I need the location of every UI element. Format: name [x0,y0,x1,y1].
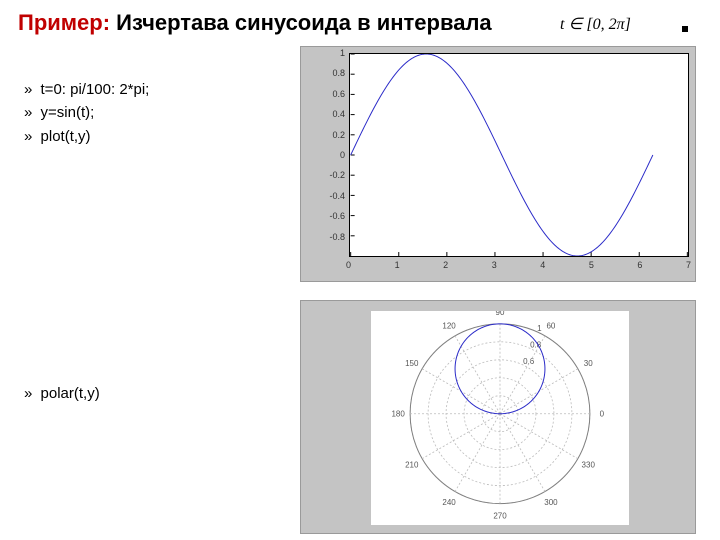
polar-angle-label: 30 [584,359,593,368]
x-tick-label: 2 [443,260,448,270]
polar-angle-label: 150 [405,359,419,368]
polar-angle-label: 180 [391,410,405,419]
code-text: t=0: pi/100: 2*pi; [41,81,150,98]
polar-r-label: 1 [537,324,542,333]
code-text: y=sin(t); [41,104,95,121]
polar-angle-label: 330 [582,461,596,470]
x-tick-label: 6 [637,260,642,270]
polar-axes: 0.60.810306090120150180210240270300330 [371,311,629,525]
y-tick-label: 0.2 [323,130,345,140]
y-tick-label: 1 [323,48,345,58]
polar-angle-label: 240 [442,498,456,507]
y-tick-label: 0 [323,150,345,160]
x-tick-label: 4 [540,260,545,270]
sine-line-svg [350,54,688,256]
bullet-icon: » [24,128,37,145]
y-tick-label: 0.4 [323,109,345,119]
page-title: Пример: Изчертава синусоида в интервала [18,10,492,36]
bullet-icon: » [24,104,37,121]
polar-angle-label: 60 [546,321,555,330]
polar-r-label: 0.6 [523,357,535,366]
polar-angle-label: 120 [442,321,456,330]
y-tick-label: -0.6 [323,211,345,221]
sine-plot-panel: 0 1 2 3 4 5 6 7 -0.8 -0.6 -0.4 -0.2 0 0.2 0.4 0.6 0.8 1 [300,46,696,282]
y-tick-label: 0.6 [323,89,345,99]
sine-axes [349,53,689,257]
polar-plot-panel: 0.60.810306090120150180210240270300330 [300,300,696,534]
title-highlight: Пример: [18,10,110,35]
interval-formula: t ∈ [0, 2π] [560,14,631,34]
code-block-1: » t=0: pi/100: 2*pi;» y=sin(t);» plot(t,… [24,78,149,148]
code-block-2: » polar(t,y) [24,382,100,405]
code-line: » y=sin(t); [24,101,149,124]
code-text: plot(t,y) [41,128,91,145]
x-tick-label: 5 [589,260,594,270]
polar-angle-label: 300 [544,498,558,507]
title-rest: Изчертава синусоида в интервала [110,10,492,35]
polar-angle-label: 270 [493,512,507,521]
sine-curve [351,54,653,256]
code-line: » polar(t,y) [24,382,100,405]
y-tick-label: 0.8 [323,68,345,78]
x-tick-label: 7 [686,260,691,270]
code-text: polar(t,y) [41,385,100,402]
x-tick-label: 0 [346,260,351,270]
code-line: » plot(t,y) [24,125,149,148]
y-tick-label: -0.4 [323,191,345,201]
polar-angle-label: 90 [496,311,505,317]
polar-svg: 0.60.810306090120150180210240270300330 [371,311,629,525]
polar-angle-label: 210 [405,461,419,470]
x-tick-label: 1 [395,260,400,270]
y-tick-label: -0.2 [323,170,345,180]
polar-angle-label: 0 [600,410,605,419]
bullet-icon: » [24,81,37,98]
y-tick-label: -0.8 [323,232,345,242]
code-line: » t=0: pi/100: 2*pi; [24,78,149,101]
bullet-icon: » [24,385,37,402]
title-end-dot [682,26,688,32]
x-tick-label: 3 [492,260,497,270]
